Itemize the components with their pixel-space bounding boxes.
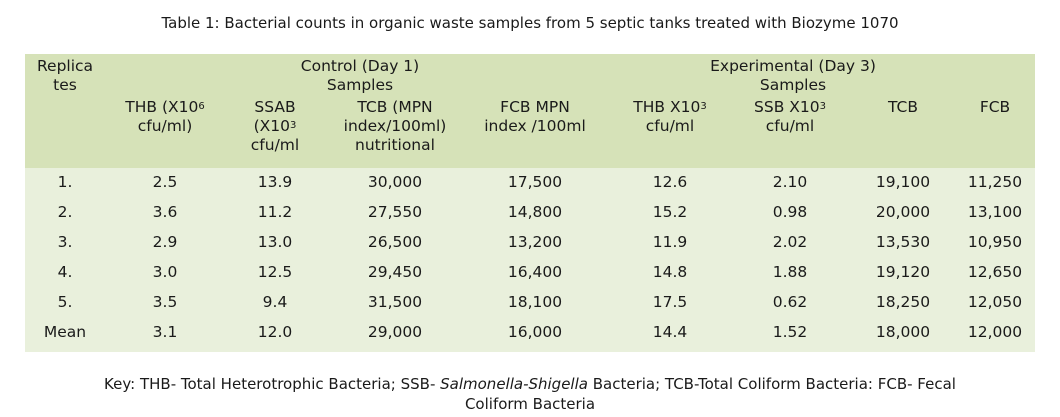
table-cell: 12,650 xyxy=(967,263,1023,281)
table-caption: Table 1: Bacterial counts in organic was… xyxy=(161,14,899,32)
table-cell: 13,530 xyxy=(875,233,931,251)
table-cell: 14.8 xyxy=(652,263,688,281)
row-label: 4. xyxy=(57,263,73,281)
table-cell: 19,100 xyxy=(875,173,931,191)
table-cell: 3.0 xyxy=(152,263,178,281)
table-cell: 19,120 xyxy=(875,263,931,281)
table-cell: 9.4 xyxy=(262,293,288,311)
column-header: SSB X103 cfu/ml xyxy=(754,98,826,135)
table-cell: 16,000 xyxy=(507,323,563,341)
table-cell: 14.4 xyxy=(652,323,688,341)
table-cell: 3.6 xyxy=(152,203,178,221)
table-cell: 17,500 xyxy=(507,173,563,191)
column-header: TCB (MPN index/100ml) nutritional xyxy=(343,98,447,154)
table-cell: 12.0 xyxy=(257,323,293,341)
row-label: 2. xyxy=(57,203,73,221)
table-cell: 1.88 xyxy=(772,263,808,281)
table-cell: 13.9 xyxy=(257,173,293,191)
table-cell: 11.2 xyxy=(257,203,293,221)
column-header: FCB xyxy=(979,98,1011,116)
table-cell: 1.52 xyxy=(772,323,808,341)
table-key: Key: THB- Total Heterotrophic Bacteria; … xyxy=(104,375,956,413)
table-cell: 27,550 xyxy=(367,203,423,221)
table-cell: 15.2 xyxy=(652,203,688,221)
table-cell: 13.0 xyxy=(257,233,293,251)
header-replicates: Replica tes xyxy=(36,57,94,94)
table-cell: 12.6 xyxy=(652,173,688,191)
table-cell: 0.62 xyxy=(772,293,808,311)
table-cell: 20,000 xyxy=(875,203,931,221)
table-cell: 13,200 xyxy=(507,233,563,251)
column-header: THB (X106 cfu/ml) xyxy=(125,98,205,135)
row-label: 3. xyxy=(57,233,73,251)
table-header: Replica tes Control (Day 1) Samples Experi… xyxy=(25,54,1035,168)
table-cell: 2.10 xyxy=(772,173,808,191)
table-cell: 3.5 xyxy=(152,293,178,311)
table-cell: 31,500 xyxy=(367,293,423,311)
column-header: TCB xyxy=(887,98,919,116)
table-cell: 12,050 xyxy=(967,293,1023,311)
table-cell: 10,950 xyxy=(967,233,1023,251)
table-cell: 11.9 xyxy=(652,233,688,251)
table-cell: 2.5 xyxy=(152,173,178,191)
header-control-group: Control (Day 1) Samples xyxy=(300,57,420,94)
table-cell: 12.5 xyxy=(257,263,293,281)
column-header: SSAB (X103 cfu/ml xyxy=(250,98,300,154)
table-cell: 11,250 xyxy=(967,173,1023,191)
table-cell: 12,000 xyxy=(967,323,1023,341)
bacterial-counts-table: Replica tes Control (Day 1) Samples Experi… xyxy=(25,54,1035,352)
table-cell: 2.9 xyxy=(152,233,178,251)
column-header: THB X103 cfu/ml xyxy=(633,98,707,135)
table-cell: 17.5 xyxy=(652,293,688,311)
row-label: 1. xyxy=(57,173,73,191)
table-body: 1. 2.5 13.9 30,000 17,500 12.6 2.10 19,100 11,25… xyxy=(25,168,1035,352)
table-cell: 29,450 xyxy=(367,263,423,281)
row-label: Mean xyxy=(43,323,87,341)
table-cell: 18,250 xyxy=(875,293,931,311)
table-cell: 16,400 xyxy=(507,263,563,281)
table-cell: 26,500 xyxy=(367,233,423,251)
table-cell: 30,000 xyxy=(367,173,423,191)
table-cell: 0.98 xyxy=(772,203,808,221)
table-cell: 18,100 xyxy=(507,293,563,311)
column-header: FCB MPN index /100ml xyxy=(484,98,586,135)
row-label: 5. xyxy=(57,293,73,311)
table-cell: 2.02 xyxy=(772,233,808,251)
table-cell: 14,800 xyxy=(507,203,563,221)
table-cell: 3.1 xyxy=(152,323,178,341)
table-cell: 18,000 xyxy=(875,323,931,341)
table-cell: 13,100 xyxy=(967,203,1023,221)
header-experimental-group: Experimental (Day 3) Samples xyxy=(710,57,876,94)
table-cell: 29,000 xyxy=(367,323,423,341)
